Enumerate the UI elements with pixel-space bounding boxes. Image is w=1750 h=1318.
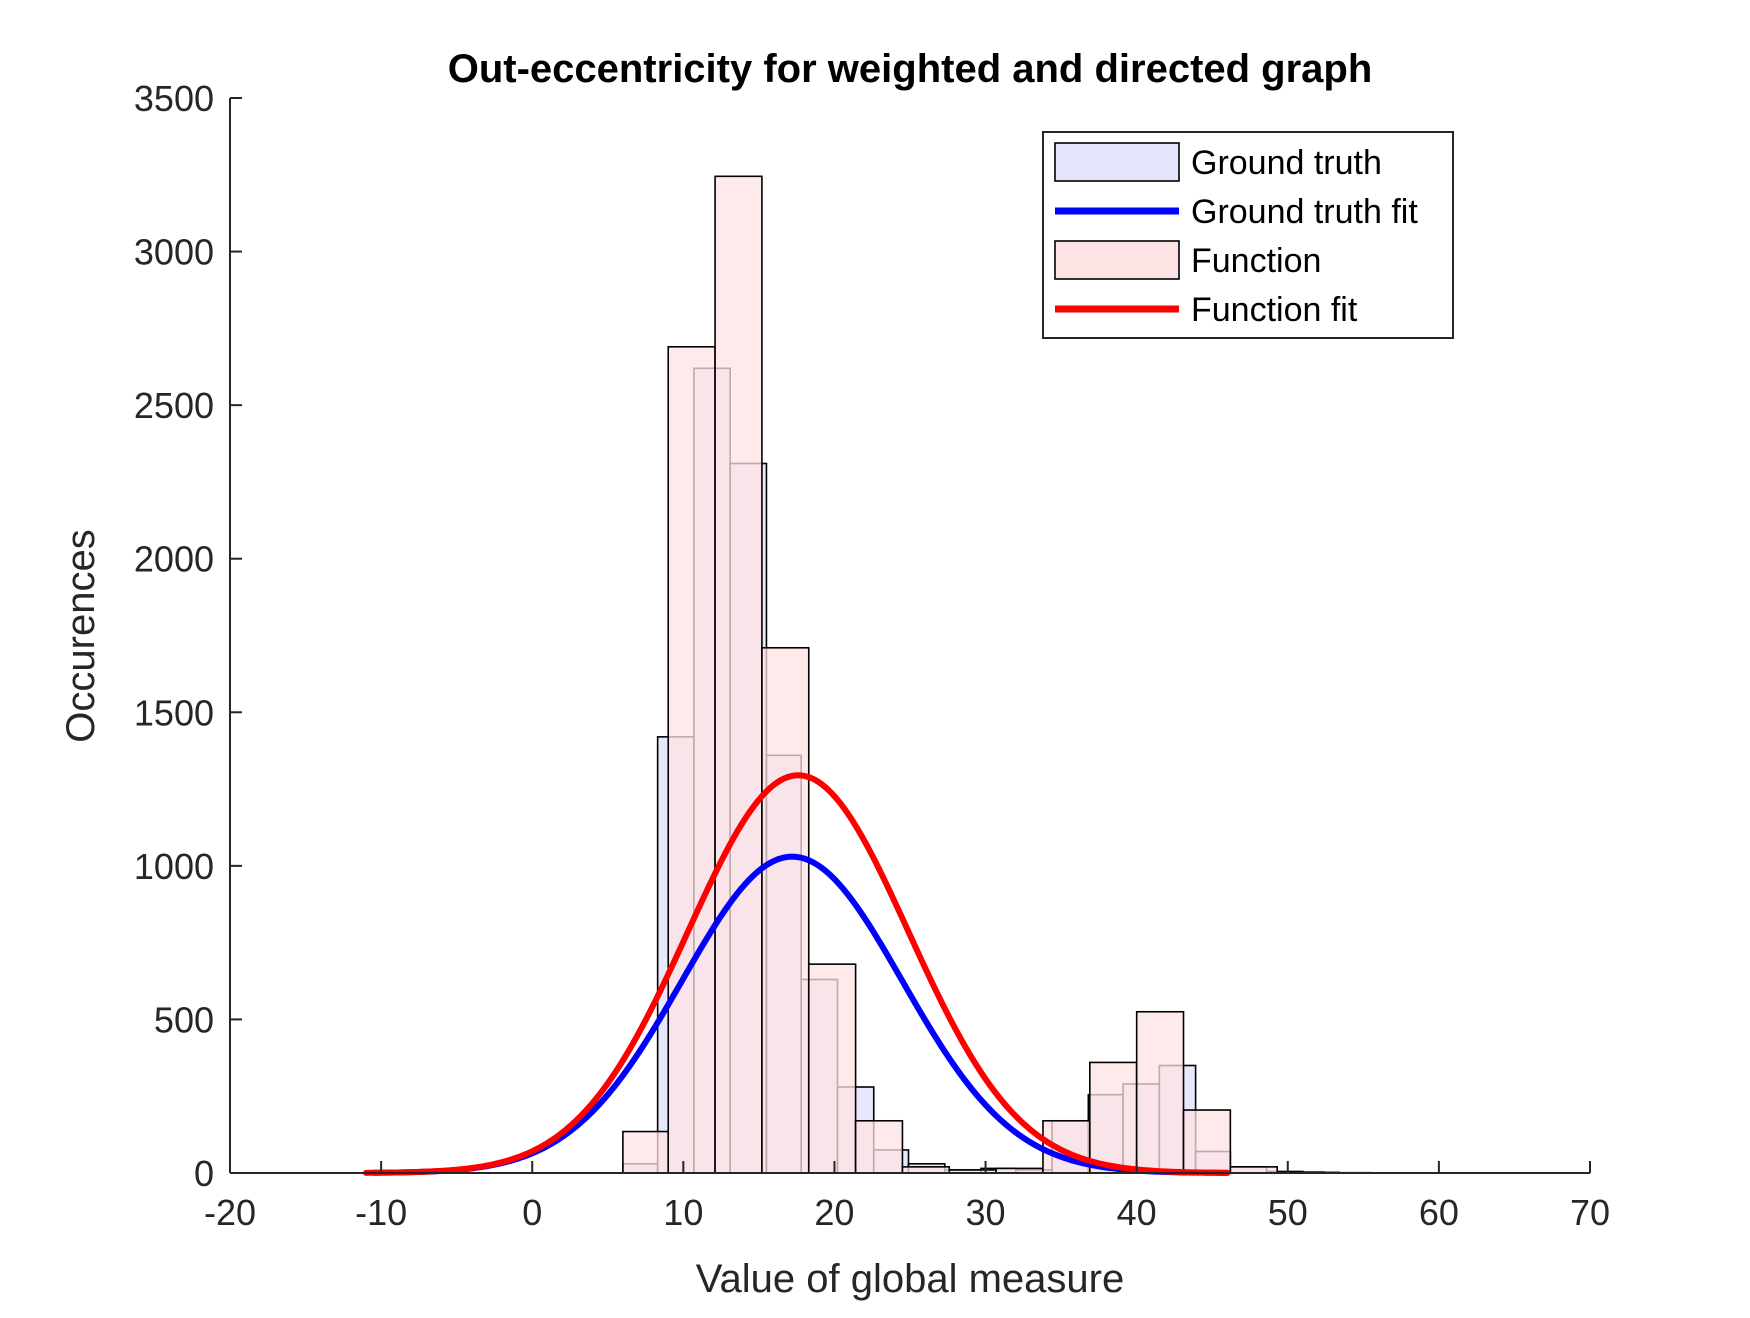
function-bar-2	[715, 176, 762, 1173]
chart-title: Out-eccentricity for weighted and direct…	[448, 47, 1373, 91]
function-bar-5	[856, 1121, 903, 1173]
x-tick-label-5: 30	[966, 1192, 1006, 1233]
y-axis-label: Occurences	[59, 529, 103, 742]
y-tick-label-7: 3500	[134, 78, 214, 119]
x-tick-label-4: 20	[814, 1192, 854, 1233]
legend-label-ground-truth: Ground truth	[1191, 144, 1382, 182]
legend-label-function-fit: Function fit	[1191, 291, 1358, 329]
x-tick-label-6: 40	[1117, 1192, 1157, 1233]
x-tick-label-0: -20	[204, 1192, 256, 1233]
legend-label-ground-truth-fit: Ground truth fit	[1191, 193, 1418, 231]
function-bar-3	[762, 648, 809, 1173]
function-bar-11	[1137, 1012, 1184, 1173]
x-axis-label: Value of global measure	[696, 1257, 1124, 1301]
y-tick-label-4: 2000	[134, 539, 214, 580]
x-tick-label-9: 70	[1570, 1192, 1610, 1233]
y-tick-label-3: 1500	[134, 692, 214, 733]
x-tick-label-7: 50	[1268, 1192, 1308, 1233]
function-bar-1	[668, 347, 715, 1173]
function-bar-0	[623, 1132, 668, 1173]
legend-swatch-ground-truth	[1055, 143, 1179, 181]
y-tick-label-5: 2500	[134, 385, 214, 426]
legend-swatch-function	[1055, 241, 1179, 279]
x-tick-label-3: 10	[663, 1192, 703, 1233]
legend-label-function: Function	[1191, 242, 1321, 280]
function-bar-10	[1090, 1062, 1137, 1173]
x-tick-label-1: -10	[355, 1192, 407, 1233]
y-tick-label-6: 3000	[134, 232, 214, 273]
y-tick-label-0: 0	[194, 1153, 214, 1194]
function-bar-12	[1184, 1110, 1231, 1173]
y-tick-label-2: 1000	[134, 846, 214, 887]
legend: Ground truth Ground truth fit Function Func…	[1043, 132, 1453, 338]
x-tick-label-8: 60	[1419, 1192, 1459, 1233]
y-tick-label-1: 500	[154, 999, 214, 1040]
x-tick-label-2: 0	[522, 1192, 542, 1233]
function-bar-4	[809, 964, 856, 1173]
